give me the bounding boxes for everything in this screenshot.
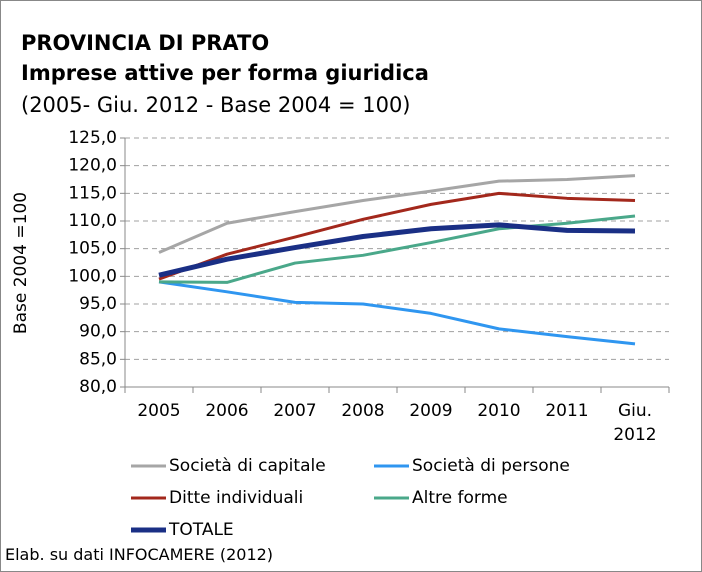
chart-subtitle: Imprese attive per forma giuridica xyxy=(21,61,429,85)
legend-label: Società di persone xyxy=(412,456,570,476)
y-tick-label: 105,0 xyxy=(68,239,117,259)
y-tick-label: 110,0 xyxy=(68,211,117,231)
chart-note: (2005- Giu. 2012 - Base 2004 = 100) xyxy=(21,93,411,117)
y-tick-label: 95,0 xyxy=(79,294,117,314)
y-tick-label: 115,0 xyxy=(68,183,117,203)
line-series xyxy=(158,214,636,284)
line-series xyxy=(158,174,636,254)
x-tick-label: 2007 xyxy=(273,401,317,421)
legend-label: Società di capitale xyxy=(169,456,326,476)
y-tick-label: 90,0 xyxy=(79,322,117,342)
x-tick-label: 2006 xyxy=(205,401,249,421)
y-tick-label: 120,0 xyxy=(68,156,117,176)
chart-title: PROVINCIA DI PRATO xyxy=(21,31,270,55)
line-series xyxy=(158,280,636,346)
y-tick-label: 100,0 xyxy=(68,266,117,286)
legend-label: Ditte individuali xyxy=(169,488,303,508)
x-tick-label: 2008 xyxy=(341,401,385,421)
legend-label: TOTALE xyxy=(168,520,234,540)
y-tick-label: 80,0 xyxy=(79,377,117,397)
y-tick-label: 85,0 xyxy=(79,349,117,369)
x-tick-label: 2009 xyxy=(409,401,453,421)
source: Elab. su dati INFOCAMERE (2012) xyxy=(5,545,274,564)
x-tick-label: Giu. 2012 xyxy=(613,401,657,445)
y-tick-label: 125,0 xyxy=(68,128,117,148)
legend-label: Altre forme xyxy=(412,488,508,508)
line-series xyxy=(158,191,636,281)
line-series xyxy=(158,222,636,278)
x-tick-label: 2011 xyxy=(545,401,589,421)
x-tick-label: 2010 xyxy=(477,401,521,421)
x-tick-label: 2005 xyxy=(137,401,181,421)
y-axis-label: Base 2004 =100 xyxy=(11,192,31,334)
